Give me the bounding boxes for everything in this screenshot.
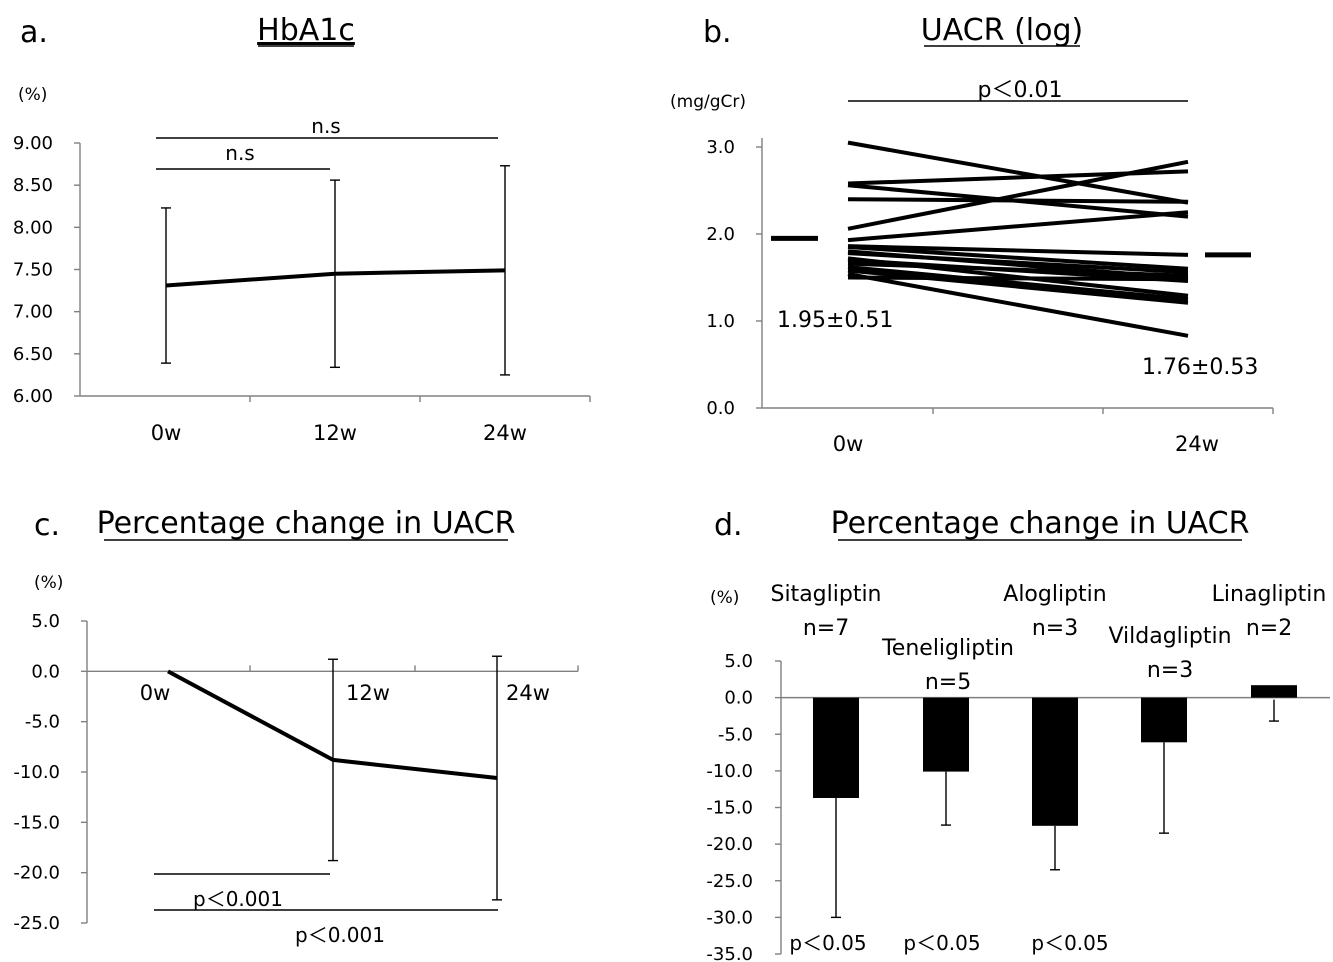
b-x-tick-label: 24w [1175, 432, 1219, 456]
a-x-tick-label: 0w [151, 421, 182, 445]
d-y-tick-label: -5.0 [718, 724, 753, 745]
c-x-tick-label: 24w [506, 681, 550, 705]
d-category-label: Alogliptin [1003, 582, 1106, 607]
panel-c-unit: (%) [34, 573, 63, 593]
panel-d-axes: -35.0 -30.0 -25.0 -20.0 -15.0 -10.0 -5.0 0.0 5.0 [706, 651, 1330, 962]
c-x-tick-label: 12w [346, 681, 390, 705]
panel-b-title: UACR (log) [921, 13, 1083, 48]
panel-b-sig-label: p＜0.01 [978, 78, 1063, 103]
b-y-tick-label: 1.0 [706, 311, 735, 332]
panel-b-letter: b. [703, 15, 732, 50]
d-y-tick-label: -25.0 [706, 871, 753, 892]
d-category-label: Vildagliptin [1108, 624, 1231, 649]
panel-d-title: Percentage change in UACR [831, 506, 1250, 541]
d-bar-sitagliptin [813, 697, 859, 798]
d-category-label: Sitagliptin [770, 582, 881, 607]
b-patient-line [847, 210, 1189, 243]
panel-b-axes: 0.0 1.0 2.0 3.0 0w 24w [706, 137, 1274, 456]
panel-b-mean-0w-label: 1.95±0.51 [777, 308, 893, 333]
d-category-label: Teneligliptin [881, 636, 1014, 661]
panel-d-sig-sitagliptin: p＜0.05 [789, 931, 866, 955]
panel-a-hba1c: a. HbA1c (%) 6.00 6.50 7.00 7.50 8.00 8.50 9.0… [13, 13, 591, 445]
a-y-tick-label: 6.00 [13, 386, 53, 407]
panel-b-uacr-log: b. UACR (log) (mg/gCr) 0.0 1.0 2.0 3.0 0w 24w… [670, 13, 1274, 456]
b-patient-line [847, 275, 1189, 282]
d-bar-linagliptin [1251, 685, 1297, 698]
c-y-tick-label: 5.0 [31, 611, 60, 632]
b-y-tick-label: 0.0 [706, 398, 735, 419]
c-y-tick-label: -15.0 [13, 812, 60, 833]
panel-b-mean-24w-label: 1.76±0.53 [1142, 355, 1258, 380]
d-bar-vildagliptin [1141, 697, 1187, 743]
b-y-tick-label: 3.0 [706, 137, 735, 158]
c-y-tick-label: -25.0 [13, 913, 60, 934]
a-y-tick-label: 6.50 [13, 344, 53, 365]
a-y-tick-label: 8.50 [13, 175, 53, 196]
b-patient-line [847, 197, 1189, 204]
panel-d-letter: d. [714, 508, 743, 543]
c-mean-line [167, 669, 498, 781]
a-y-tick-label: 7.50 [13, 260, 53, 281]
b-patient-line [847, 261, 1189, 278]
panel-d-sig-alogliptin: p＜0.05 [1031, 931, 1108, 955]
d-y-tick-label: 0.0 [724, 688, 753, 709]
panel-a-letter: a. [20, 15, 48, 50]
c-y-tick-label: -20.0 [13, 863, 60, 884]
panel-a-unit: (%) [18, 85, 47, 105]
panel-a-sig-label-0-12: n.s [225, 141, 254, 165]
panel-d-data: Sitagliptin n=7 Teneligliptin n=5 Alogliptin… [770, 582, 1327, 919]
panel-b-data [771, 140, 1251, 338]
d-n-label: n=2 [1246, 616, 1292, 641]
b-x-tick-label: 0w [833, 432, 864, 456]
panel-d-bar-by-drug: d. Percentage change in UACR (%) -35.0-3… [706, 506, 1330, 962]
b-patient-line [847, 159, 1189, 231]
d-y-tick-label: -30.0 [706, 907, 753, 928]
b-patient-line [847, 245, 1189, 271]
d-y-tick-label: -10.0 [706, 761, 753, 782]
a-y-tick-label: 9.00 [13, 133, 53, 154]
c-x-tick-label: 0w [140, 681, 171, 705]
c-y-tick-label: -5.0 [25, 712, 60, 733]
panel-b-unit: (mg/gCr) [670, 92, 746, 112]
d-n-label: n=5 [925, 670, 971, 695]
d-n-label: n=7 [803, 616, 849, 641]
a-x-tick-label: 12w [313, 421, 357, 445]
c-y-tick-label: 0.0 [31, 661, 60, 682]
d-bar-teneligliptin [923, 697, 969, 772]
panel-c-axes: -25.0 -20.0 -15.0 -10.0 -5.0 0.0 5.0 0w 12w 24w [13, 611, 579, 934]
b-patient-line [847, 272, 1189, 338]
d-y-tick-label: -15.0 [706, 798, 753, 819]
b-patient-line [847, 140, 1189, 205]
panel-c-sig-label-0-24: p＜0.001 [295, 923, 385, 947]
a-y-tick-label: 8.00 [13, 217, 53, 238]
a-y-tick-label: 7.00 [13, 302, 53, 323]
panel-c-data [167, 655, 502, 901]
panel-c-sig-label-0-12: p＜0.001 [193, 887, 283, 911]
d-y-tick-label: 5.0 [724, 651, 753, 672]
panel-c-title: Percentage change in UACR [97, 506, 516, 541]
b-patient-line [847, 251, 1189, 275]
d-n-label: n=3 [1032, 616, 1078, 641]
c-y-tick-label: -10.0 [13, 762, 60, 783]
panel-c-percent-change: c. Percentage change in UACR (%) -25.0-2… [13, 506, 579, 947]
d-category-label: Linagliptin [1212, 582, 1327, 607]
panel-c-letter: c. [34, 508, 60, 543]
panel-a-title: HbA1c [257, 13, 355, 48]
panel-d-sig-teneligliptin: p＜0.05 [903, 931, 980, 955]
panel-a-axes: 6.00 6.50 7.00 7.50 8.00 8.50 9.00 0w 12w 24w [13, 133, 591, 445]
panel-a-data [161, 165, 510, 376]
b-patient-line [847, 265, 1189, 302]
panel-d-unit: (%) [710, 588, 739, 608]
a-mean-line [165, 268, 506, 288]
d-bar-alogliptin [1032, 697, 1078, 826]
a-x-tick-label: 24w [483, 421, 527, 445]
d-y-tick-label: -20.0 [706, 834, 753, 855]
b-y-tick-label: 2.0 [706, 224, 735, 245]
d-n-label: n=3 [1147, 658, 1193, 683]
d-y-tick-label: -35.0 [706, 944, 753, 962]
b-patient-line [847, 244, 1189, 257]
panel-a-sig-label-0-24: n.s [311, 114, 340, 138]
